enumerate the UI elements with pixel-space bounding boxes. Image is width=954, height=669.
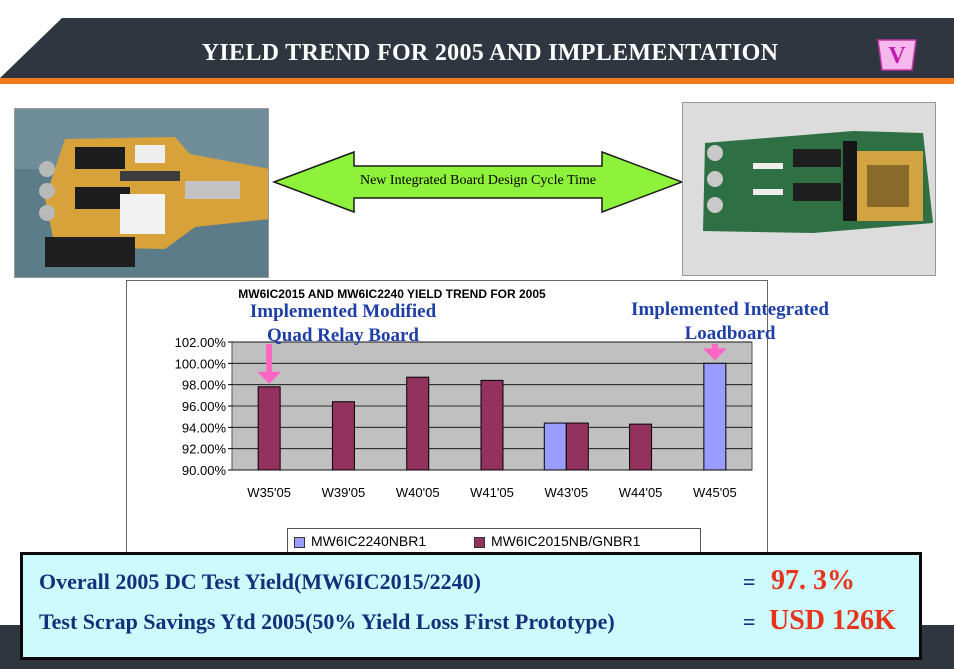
legend-label-mw6ic2015: MW6IC2015NB/GNBR1 xyxy=(491,533,641,549)
annotation-left-line-1: Implemented Modified xyxy=(249,301,437,322)
annotation-left-line-2: Quad Relay Board xyxy=(266,325,420,346)
summary-box: Overall 2005 DC Test Yield(MW6IC2015/224… xyxy=(20,552,922,660)
x-tick-label: W43'05 xyxy=(544,485,588,500)
legend-label-mw6ic2240: MW6IC2240NBR1 xyxy=(311,533,427,549)
arrow-label: New Integrated Board Design Cycle Time xyxy=(359,173,596,188)
y-tick-label: 94.00% xyxy=(182,420,227,435)
quad-relay-board-photo xyxy=(14,108,269,278)
page-title: YIELD TREND FOR 2005 AND IMPLEMENTATION xyxy=(201,40,779,66)
summary-savings-value: USD 126K xyxy=(769,605,896,636)
x-tick-label: W45'05 xyxy=(693,485,737,500)
y-tick-label: 92.00% xyxy=(182,442,227,457)
bar-mw6ic2015 xyxy=(257,386,281,471)
bar-mw6ic2015 xyxy=(331,401,355,471)
legend-swatch-mw6ic2240 xyxy=(294,536,305,548)
summary-yield-value: 97. 3% xyxy=(771,565,855,596)
x-tick-label: W39'05 xyxy=(322,485,366,500)
summary-yield-equals: = xyxy=(743,569,756,594)
bar-mw6ic2240 xyxy=(543,422,567,471)
logo-letter: V xyxy=(888,43,906,69)
bar-mw6ic2015 xyxy=(629,423,653,471)
legend-item-mw6ic2240: MW6IC2240NBR1 xyxy=(294,533,426,549)
summary-yield-label: Overall 2005 DC Test Yield(MW6IC2015/224… xyxy=(39,569,482,594)
pink-arrow-marker xyxy=(257,344,282,384)
x-tick-label: W41'05 xyxy=(470,485,514,500)
x-tick-label: W44'05 xyxy=(619,485,663,500)
cycle-time-arrow: New Integrated Board Design Cycle Time xyxy=(271,150,685,214)
y-tick-label: 98.00% xyxy=(182,378,227,393)
y-tick-label: 90.00% xyxy=(182,463,227,478)
bar-mw6ic2015 xyxy=(565,422,589,471)
legend-item-mw6ic2015: MW6IC2015NB/GNBR1 xyxy=(474,533,640,549)
annotation-modified-relay-board: Implemented Modified Quad Relay Board xyxy=(228,300,458,348)
annotation-right-line-2: Loadboard xyxy=(684,323,776,344)
y-tick-label: 96.00% xyxy=(182,399,227,414)
header-band xyxy=(0,0,954,84)
y-tick-label: 102.00% xyxy=(175,335,227,350)
chart-legend: MW6IC2240NBR1 MW6IC2015NB/GNBR1 xyxy=(287,528,701,554)
x-tick-label: W35'05 xyxy=(247,485,291,500)
bar-mw6ic2015 xyxy=(406,376,430,471)
annotation-right-line-1: Implemented Integrated xyxy=(631,299,829,320)
yield-trend-chart: MW6IC2015 AND MW6IC2240 YIELD TREND FOR … xyxy=(175,287,753,500)
summary-savings-label: Test Scrap Savings Ytd 2005(50% Yield Lo… xyxy=(39,609,615,634)
v-logo-icon: V xyxy=(877,39,917,71)
bar-mw6ic2240 xyxy=(703,362,727,471)
y-tick-label: 100.00% xyxy=(175,356,227,371)
summary-savings-equals: = xyxy=(743,609,756,634)
chart-title: MW6IC2015 AND MW6IC2240 YIELD TREND FOR … xyxy=(238,287,546,301)
x-tick-label: W40'05 xyxy=(396,485,440,500)
bar-mw6ic2015 xyxy=(480,379,504,471)
annotation-integrated-loadboard: Implemented Integrated Loadboard xyxy=(612,298,848,346)
pink-arrow-marker xyxy=(702,344,727,361)
integrated-loadboard-photo xyxy=(682,102,936,276)
legend-swatch-mw6ic2015 xyxy=(474,536,485,548)
